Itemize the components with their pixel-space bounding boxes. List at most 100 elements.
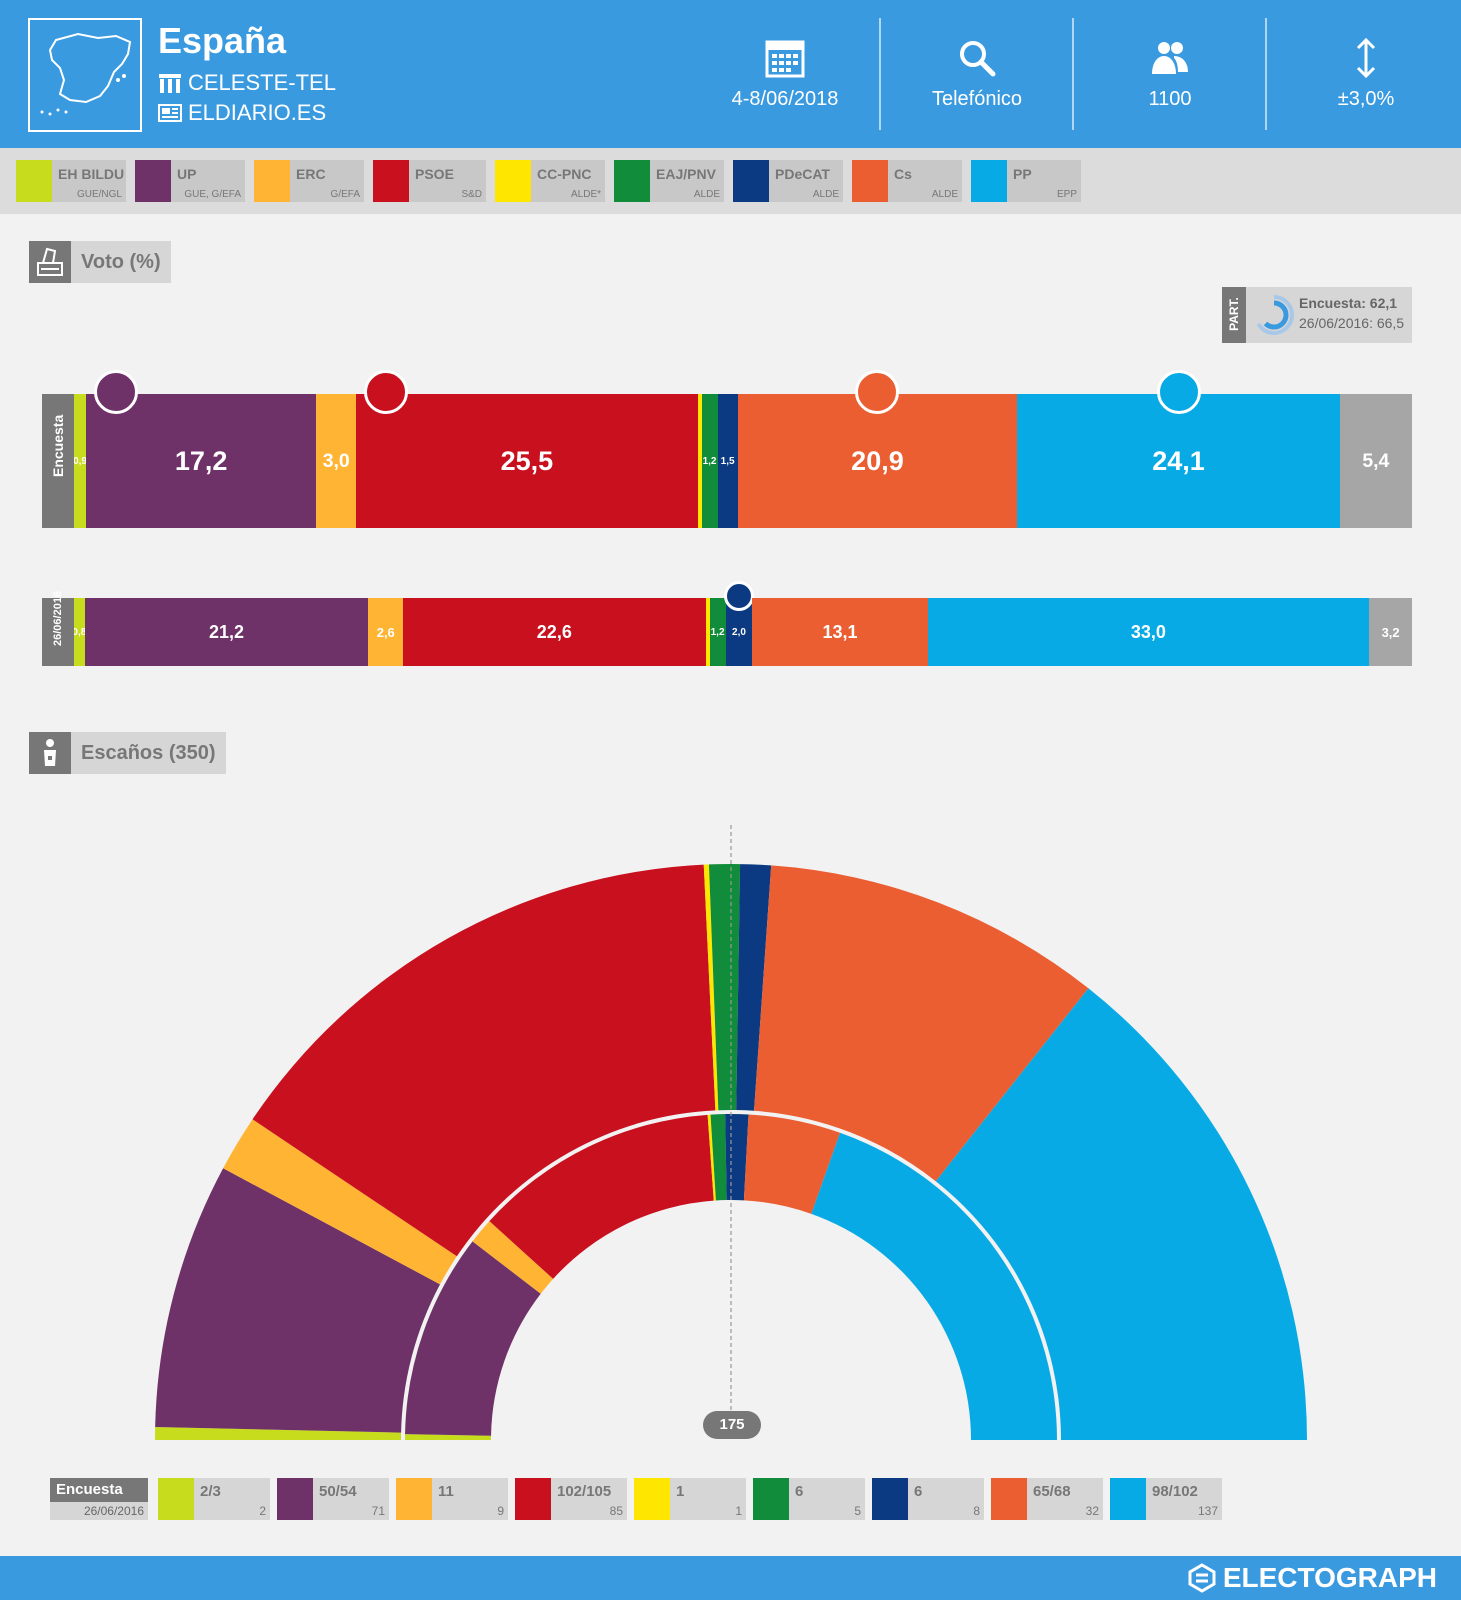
vote-bar-segment-erc: 2,6 — [368, 598, 404, 666]
party-name: PDeCAT — [775, 166, 830, 182]
electograph-logo-icon — [1188, 1563, 1216, 1593]
eh-bildu-logo-icon — [16, 160, 52, 202]
pdecat-logo-icon — [733, 160, 769, 202]
seat-value-survey: 102/105 — [557, 1483, 612, 1500]
party-name: UP — [177, 166, 197, 182]
seat-arc-survey-psoe — [252, 864, 716, 1257]
cs-logo-icon — [852, 160, 888, 202]
participation-box: PART. Encuesta: 62,1 26/06/2016: 66,5 — [1222, 287, 1412, 343]
pp-logo-icon — [971, 160, 1007, 202]
dates-value: 4-8/06/2018 — [731, 88, 839, 110]
page-title: España — [158, 20, 287, 61]
seat-value-survey: 98/102 — [1152, 1483, 1198, 1500]
seat-value-previous: 32 — [1085, 1504, 1099, 1518]
seat-arc-previous-pp — [811, 1132, 1057, 1440]
party-group: EPP — [1056, 189, 1077, 200]
seat-chip-pp: 98/102 137 — [1110, 1478, 1222, 1520]
seat-arc-previous-up — [405, 1241, 541, 1436]
seat-value-previous: 5 — [854, 1504, 861, 1518]
seat-arc-survey-up — [155, 1168, 441, 1433]
seats-section-label: Escaños (350) — [71, 732, 226, 774]
vote-bar-segment-up: 21,2 — [84, 598, 369, 666]
party-chip-body: EH BILDU GUE/NGL — [52, 160, 126, 202]
seat-value-survey: 50/54 — [319, 1483, 357, 1500]
people-icon — [1152, 42, 1188, 74]
seat-value-previous: 137 — [1197, 1504, 1218, 1518]
seat-arc-survey-erc — [223, 1119, 457, 1285]
vote-bar-segment-otros: 5,4 — [1339, 394, 1412, 528]
party-chip-body: PSOE S&D — [409, 160, 486, 202]
vote-bar-segment-cc-pnc — [705, 598, 710, 666]
seat-arc-survey-cs — [754, 865, 1089, 1182]
seat-value-survey: 65/68 — [1033, 1483, 1071, 1500]
vote-bar-previous: 26/06/2016 0,8 21,2 2,6 22,6 1,2 2,0 13,1 33,0 3… — [42, 581, 1412, 666]
stat-method: Telefónico — [881, 18, 1073, 130]
party-name: EH BILDU — [58, 166, 125, 182]
pdecat-badge-icon — [723, 581, 754, 611]
party-chip-body: EAJ/PNV ALDE — [650, 160, 724, 202]
seat-value-previous: 1 — [735, 1504, 742, 1518]
seat-value-previous: 2 — [259, 1504, 266, 1518]
party-chip-up: UP GUE, G/EFA — [135, 160, 245, 202]
seat-arc-previous-eh-bildu — [405, 1434, 492, 1440]
seat-legend-key: Encuesta 26/06/2016 — [50, 1478, 148, 1520]
vote-bar-segment-eh-bildu: 0,8 — [74, 598, 85, 666]
vote-bar-segment-cs: 13,1 — [752, 598, 928, 666]
party-chip-erc: ERC G/EFA — [254, 160, 364, 202]
party-chip-body: UP GUE, G/EFA — [171, 160, 245, 202]
pp-badge-icon — [1156, 370, 1201, 414]
seats-section-tag: Escaños (350) — [29, 732, 226, 774]
seat-arc-previous-eaj-pnv — [710, 1114, 727, 1201]
calendar-icon — [765, 40, 805, 78]
vote-bar-segment-psoe: 25,5 — [356, 394, 698, 528]
vote-bar-previous-label: 26/06/2016 — [42, 591, 74, 666]
pollster-name: CELESTE-TEL — [188, 70, 336, 95]
seat-chip-eh-bildu: 2/3 2 — [158, 1478, 270, 1520]
party-name: PSOE — [415, 166, 454, 182]
seat-value-survey: 2/3 — [200, 1483, 221, 1500]
party-chip-cc-pnc: CC-PNC ALDE* — [495, 160, 605, 202]
seat-value-previous: 85 — [609, 1504, 623, 1518]
vote-bar-segment-cs: 20,9 — [737, 394, 1018, 528]
party-group: GUE/NGL — [76, 189, 122, 200]
vote-bar-segment-pdecat: 1,5 — [717, 394, 738, 528]
party-group: ALDE — [693, 189, 720, 200]
erc-logo-icon — [396, 1478, 432, 1520]
header: España CELESTE-TEL ELDIARIO.ES 4-8/06/20… — [0, 0, 1461, 148]
party-chip-cs: Cs ALDE — [852, 160, 962, 202]
seat-key-previous: 26/06/2016 — [50, 1502, 148, 1520]
party-name: PP — [1013, 166, 1032, 182]
seats-hemicycle — [155, 825, 1307, 1440]
vote-section-label: Voto (%) — [71, 241, 171, 283]
seat-arc-survey-eaj-pnv — [708, 864, 741, 1111]
vote-bar-segment-eaj-pnv: 1,2 — [701, 394, 718, 528]
seat-arc-survey-cc-pnc — [703, 864, 719, 1111]
seat-value-survey: 6 — [914, 1483, 923, 1500]
vote-bar-segment-pp: 33,0 — [927, 598, 1370, 666]
psoe-badge-icon — [364, 370, 409, 414]
eh-bildu-logo-icon — [158, 1478, 194, 1520]
building-icon — [159, 74, 181, 93]
pp-logo-icon — [1110, 1478, 1146, 1520]
cc-pnc-logo-icon — [495, 160, 531, 202]
participation-tag: PART. — [1222, 287, 1246, 343]
party-chip-body: PP EPP — [1007, 160, 1081, 202]
divider — [1265, 18, 1267, 130]
party-chip-pdecat: PDeCAT ALDE — [733, 160, 843, 202]
seat-chip-erc: 11 9 — [396, 1478, 508, 1520]
cs-logo-icon — [991, 1478, 1027, 1520]
pdecat-logo-icon — [872, 1478, 908, 1520]
party-group: ALDE — [812, 189, 839, 200]
party-group: ALDE* — [570, 189, 601, 200]
party-group: GUE, G/EFA — [184, 189, 241, 200]
majority-badge: 175 — [703, 1411, 761, 1439]
party-chip-eaj-pnv: EAJ/PNV ALDE — [614, 160, 724, 202]
seat-key-survey: Encuesta — [50, 1478, 148, 1502]
party-chip-body: Cs ALDE — [888, 160, 962, 202]
brand: ELECTOGRAPH — [1187, 1562, 1437, 1594]
vote-bar-segment-pp: 24,1 — [1017, 394, 1340, 528]
